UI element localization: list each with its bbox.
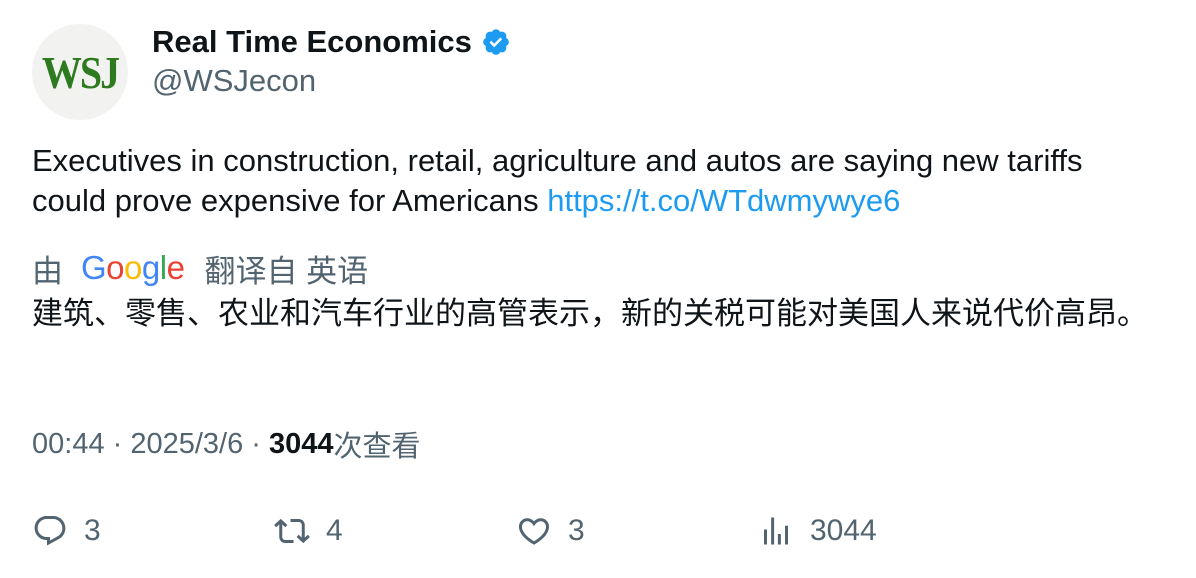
google-logo: Google	[81, 249, 185, 287]
translated-text: 建筑、零售、农业和汽车行业的高管表示，新的关税可能对美国人来说代价高昂。	[32, 296, 1148, 331]
google-logo-letter: G	[81, 249, 107, 286]
tweet-meta: 00:44 · 2025/3/6 · 3044 次查看	[32, 424, 421, 464]
translation-attribution: 由 Google 翻译自 英语	[32, 246, 368, 290]
tweet-time[interactable]: 00:44	[32, 427, 105, 460]
heart-icon	[518, 518, 550, 545]
analytics-bars-icon	[764, 517, 788, 545]
tweet-date[interactable]: 2025/3/6	[130, 427, 244, 460]
avatar[interactable]: WSJ	[32, 24, 128, 120]
like-button[interactable]: 3	[516, 508, 585, 554]
tweet-text: Executives in construction, retail, agri…	[32, 141, 1162, 221]
google-logo-letter: l	[159, 249, 167, 286]
meta-separator: ·	[104, 427, 131, 460]
google-logo-letter: e	[166, 249, 185, 286]
retweet-icon	[274, 518, 310, 544]
translation-prefix: 由	[32, 253, 63, 289]
wsj-logo: WSJ	[41, 46, 120, 98]
tweet-body: Executives in construction, retail, agri…	[32, 143, 1083, 218]
reply-button[interactable]: 3	[32, 508, 101, 554]
google-logo-letter: o	[106, 249, 125, 286]
views-count: 3044	[269, 427, 334, 460]
author-name-row: Real Time Economics	[152, 22, 511, 62]
meta-separator: ·	[243, 427, 270, 460]
google-logo-letter: o	[124, 249, 142, 286]
views-label: 次查看	[333, 431, 421, 463]
google-logo-letter: g	[141, 249, 160, 286]
like-count: 3	[568, 514, 585, 547]
views-button[interactable]: 3044	[758, 508, 877, 554]
author-handle[interactable]: @WSJecon	[152, 63, 317, 98]
translation-source-label: 翻译自 英语	[204, 253, 369, 289]
reply-count: 3	[84, 514, 101, 547]
retweet-button[interactable]: 4	[274, 508, 343, 554]
views-action-count: 3044	[810, 514, 877, 547]
action-bar: 3 4 3 3044	[32, 508, 1162, 554]
tweet-link[interactable]: https://t.co/WTdwmywye6	[547, 183, 901, 218]
display-name[interactable]: Real Time Economics	[152, 24, 472, 59]
retweet-count: 4	[326, 514, 343, 547]
verified-badge-icon[interactable]	[481, 27, 511, 57]
reply-icon	[34, 516, 66, 546]
